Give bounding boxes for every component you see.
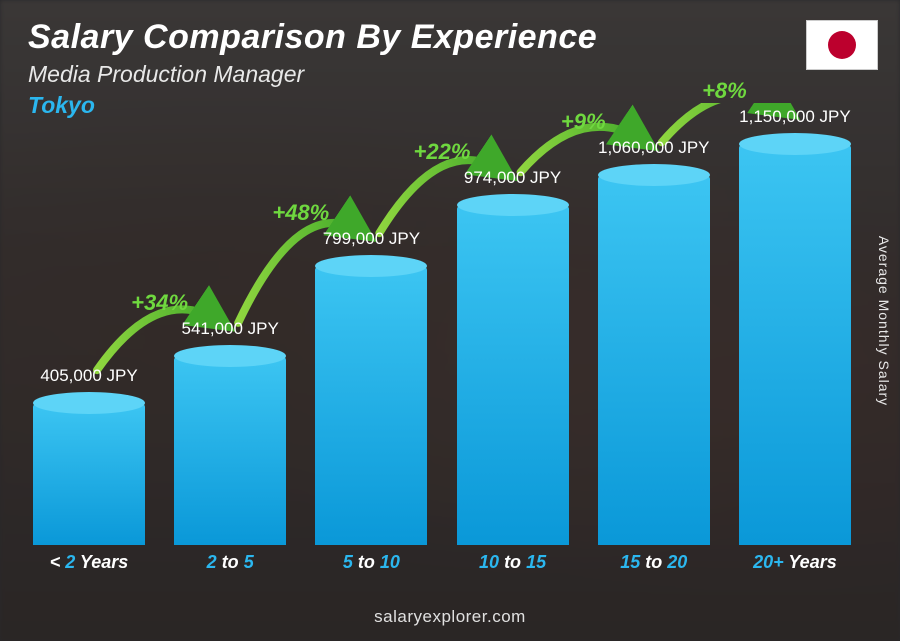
x-axis-labels: < 2 Years 2 to 5 5 to 10 10 to 15 15 to 20 20… [28, 552, 856, 573]
bar: 1,150,000 JPY [739, 145, 851, 545]
flag-japan [806, 20, 878, 70]
bar-group: 974,000 JPY [452, 206, 574, 545]
bar-value-label: 541,000 JPY [182, 319, 279, 339]
bar-group: 1,150,000 JPY [734, 145, 856, 545]
bar: 1,060,000 JPY [598, 176, 710, 545]
x-axis-label: 2 to 5 [169, 552, 291, 573]
bar-chart: 405,000 JPY 541,000 JPY 799,000 JPY 974,000… [28, 103, 856, 573]
chart-subtitle: Media Production Manager [28, 61, 597, 88]
increase-pct-label: +9% [561, 109, 606, 135]
bar: 405,000 JPY [33, 404, 145, 545]
bar-value-label: 1,060,000 JPY [598, 138, 710, 158]
increase-pct-label: +22% [414, 139, 471, 165]
flag-circle-icon [828, 31, 856, 59]
increase-pct-label: +34% [131, 290, 188, 316]
bar-value-label: 974,000 JPY [464, 168, 561, 188]
bar-top-ellipse [598, 164, 710, 186]
bar-group: 799,000 JPY [310, 267, 432, 545]
bar-group: 405,000 JPY [28, 404, 150, 545]
footer-attribution: salaryexplorer.com [0, 607, 900, 627]
bar-value-label: 799,000 JPY [323, 229, 420, 249]
bar-group: 541,000 JPY [169, 357, 291, 545]
bar-group: 1,060,000 JPY [593, 176, 715, 545]
bar-top-ellipse [174, 345, 286, 367]
chart-title: Salary Comparison By Experience [28, 18, 597, 57]
x-axis-label: 15 to 20 [593, 552, 715, 573]
y-axis-label: Average Monthly Salary [876, 235, 892, 405]
bar-top-ellipse [33, 392, 145, 414]
increase-pct-label: +48% [272, 200, 329, 226]
bar-value-label: 1,150,000 JPY [739, 107, 851, 127]
x-axis-label: 20+ Years [734, 552, 856, 573]
bar: 799,000 JPY [315, 267, 427, 545]
bar: 974,000 JPY [457, 206, 569, 545]
bar-top-ellipse [739, 133, 851, 155]
x-axis-label: 5 to 10 [310, 552, 432, 573]
content-root: Salary Comparison By Experience Media Pr… [0, 0, 900, 641]
bar-value-label: 405,000 JPY [40, 366, 137, 386]
x-axis-label: 10 to 15 [452, 552, 574, 573]
bars-container: 405,000 JPY 541,000 JPY 799,000 JPY 974,000… [28, 103, 856, 545]
bar: 541,000 JPY [174, 357, 286, 545]
bar-top-ellipse [315, 255, 427, 277]
x-axis-label: < 2 Years [28, 552, 150, 573]
increase-pct-label: +8% [702, 78, 747, 104]
bar-top-ellipse [457, 194, 569, 216]
